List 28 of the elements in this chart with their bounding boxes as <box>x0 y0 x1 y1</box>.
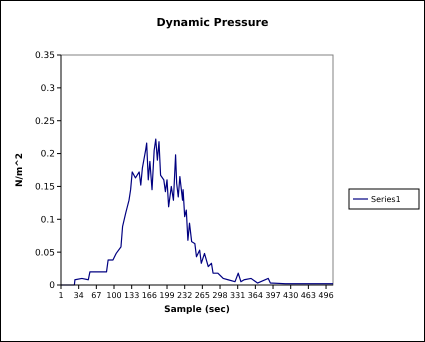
x-tick-label: 397 <box>265 291 281 300</box>
x-tick-label: 133 <box>124 291 140 300</box>
y-tick-label: 0.05 <box>34 248 55 258</box>
y-tick-label: 0.25 <box>34 116 55 127</box>
y-tick-label: 0.35 <box>34 51 55 62</box>
x-tick-label: 298 <box>212 291 228 300</box>
x-tick-label: 34 <box>74 291 84 300</box>
y-tick-label: 0 <box>49 281 56 292</box>
chart-title: Dynamic Pressure <box>156 16 268 29</box>
y-tick-label: 0.3 <box>40 84 55 94</box>
y-tick-label: 0.15 <box>34 182 55 193</box>
x-tick-label: 199 <box>159 291 175 300</box>
x-tick-label: 67 <box>91 291 102 300</box>
x-tick-label: 232 <box>177 291 192 300</box>
x-tick-label: 496 <box>318 291 334 300</box>
legend-label: Series1 <box>371 194 401 204</box>
x-tick-label: 100 <box>106 291 122 300</box>
y-tick-label: 0.1 <box>40 215 55 226</box>
y-tick-label: 0.2 <box>40 150 55 160</box>
x-tick-label: 364 <box>248 291 264 300</box>
x-tick-label: 463 <box>300 291 316 300</box>
x-tick-label: 430 <box>283 291 298 300</box>
x-tick-label: 166 <box>142 291 157 300</box>
x-tick-label: 1 <box>58 291 64 300</box>
x-tick-label: 265 <box>194 291 210 300</box>
x-axis-title: Sample (sec) <box>164 305 230 315</box>
x-tick-label: 331 <box>230 291 246 300</box>
y-axis-title: N/m^2 <box>15 152 25 188</box>
